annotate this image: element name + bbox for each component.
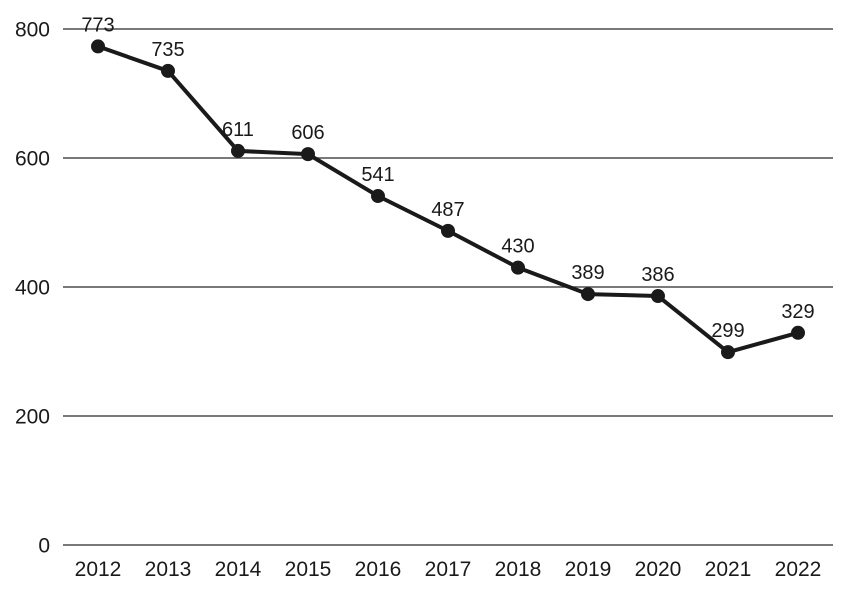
data-point-label: 487 xyxy=(431,199,464,221)
x-tick-label: 2016 xyxy=(355,558,402,581)
data-point-marker xyxy=(791,325,805,340)
data-point-marker xyxy=(91,39,105,54)
x-tick-label: 2017 xyxy=(425,558,472,581)
y-tick-label: 0 xyxy=(38,535,50,558)
x-tick-label: 2021 xyxy=(705,558,752,581)
x-tick-label: 2013 xyxy=(145,558,192,581)
x-tick-label: 2014 xyxy=(215,558,262,581)
data-point-label: 299 xyxy=(711,320,744,342)
y-tick-label: 400 xyxy=(15,277,50,300)
data-point-marker xyxy=(161,63,175,78)
data-point-label: 541 xyxy=(361,164,394,186)
data-point-marker xyxy=(721,345,735,360)
data-point-label: 611 xyxy=(222,119,254,141)
data-point-marker xyxy=(511,260,525,275)
data-point-marker xyxy=(581,287,595,302)
data-point-marker xyxy=(441,223,455,238)
data-point-marker xyxy=(371,189,385,204)
data-point-marker xyxy=(651,289,665,304)
data-point-label: 735 xyxy=(151,39,184,61)
data-point-marker xyxy=(301,147,315,162)
data-point-label: 606 xyxy=(291,122,324,144)
x-tick-label: 2012 xyxy=(75,558,122,581)
x-tick-label: 2022 xyxy=(775,558,822,581)
y-tick-label: 800 xyxy=(15,19,50,42)
data-point-label: 430 xyxy=(501,236,534,258)
y-tick-label: 600 xyxy=(15,148,50,171)
data-point-label: 329 xyxy=(781,301,814,323)
x-tick-label: 2019 xyxy=(565,558,612,581)
data-point-label: 389 xyxy=(571,262,604,284)
data-point-marker xyxy=(231,143,245,158)
x-tick-label: 2015 xyxy=(285,558,332,581)
data-point-label: 773 xyxy=(81,14,114,36)
x-tick-label: 2018 xyxy=(495,558,542,581)
y-tick-label: 200 xyxy=(15,406,50,429)
data-point-label: 386 xyxy=(641,264,674,286)
x-tick-label: 2020 xyxy=(635,558,682,581)
